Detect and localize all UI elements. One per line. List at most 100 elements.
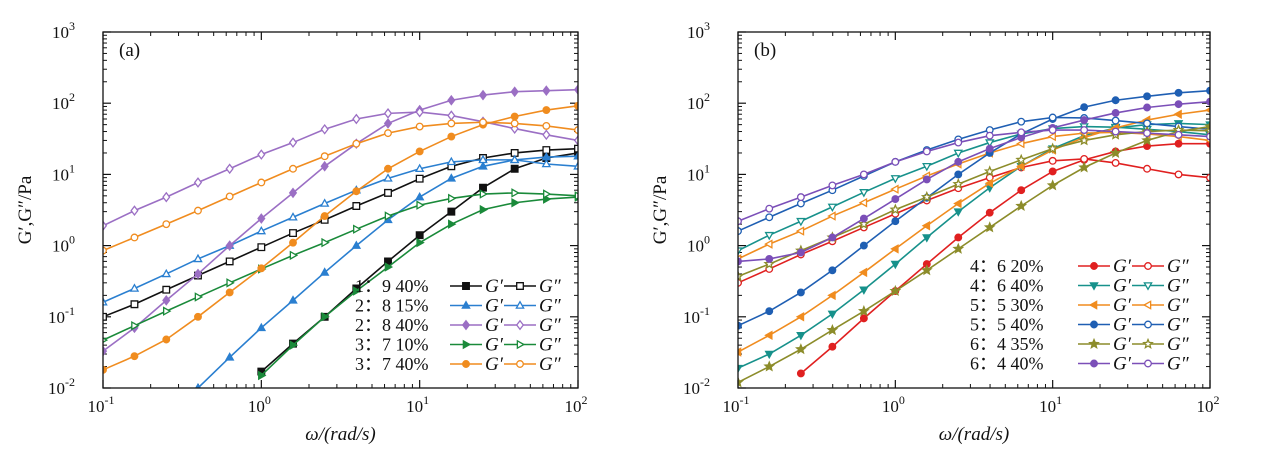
loss-modulus-point [447, 119, 456, 128]
panel-label: (b) [754, 40, 776, 61]
legend-label: 4：6 40% [970, 276, 1044, 296]
loss-modulus-point [1111, 116, 1120, 125]
storage-modulus-point [891, 217, 900, 226]
loss-modulus-point [765, 213, 774, 222]
legend-gp-label: G′ [485, 296, 504, 317]
loss-modulus-point [288, 137, 298, 148]
storage-modulus-point [922, 234, 932, 243]
legend-gp-label: G′ [485, 315, 504, 336]
loss-modulus-point [129, 283, 140, 292]
legend-label: 3：7 40% [355, 354, 429, 374]
storage-modulus-point [859, 286, 869, 295]
loss-modulus-point [828, 181, 837, 190]
loss-modulus-point [920, 190, 933, 203]
loss-modulus-point [764, 239, 773, 249]
loss-modulus-point [384, 129, 392, 138]
y-tick-label: 102 [52, 90, 75, 113]
storage-modulus-point [826, 323, 839, 336]
storage-modulus-point [321, 312, 330, 322]
storage-modulus-point [510, 86, 519, 98]
loss-modulus-point [922, 147, 931, 156]
panel-b: 10-1 100 101 10210-210-1100101102103ω/(rad/… [650, 19, 1220, 445]
loss-modulus-point [103, 297, 108, 306]
storage-modulus-point [162, 295, 171, 306]
storage-modulus-point [859, 314, 868, 323]
x-tick-exponent: 2 [1214, 393, 1220, 407]
loss-modulus-point [983, 165, 996, 177]
storage-modulus-point [1143, 92, 1152, 101]
loss-modulus-point [891, 157, 900, 166]
loss-modulus-point [446, 156, 457, 166]
y-tick-exponent: 3 [69, 19, 75, 33]
legend-gp-label: G′ [1113, 295, 1132, 316]
storage-modulus-point [542, 85, 551, 97]
loss-modulus-point [1204, 124, 1210, 136]
storage-modulus-point [828, 342, 837, 351]
series-line-loss-modulus [738, 158, 1210, 284]
storage-modulus-point [384, 164, 392, 173]
storage-modulus-point [258, 370, 267, 381]
loss-modulus-point [415, 122, 424, 131]
legend-gp-label: G′ [1113, 315, 1132, 336]
y-tick-exponent: 0 [704, 233, 710, 247]
loss-modulus-point [1111, 127, 1120, 136]
y-tick-label: 100 [687, 233, 710, 256]
loss-modulus-point [130, 233, 139, 242]
loss-modulus-point [352, 202, 361, 210]
x-tick-label: 101 [1039, 393, 1062, 416]
storage-modulus-point [257, 264, 266, 273]
x-tick-exponent: -1 [105, 393, 115, 407]
storage-modulus-point [858, 267, 868, 278]
y-tick-exponent: 1 [704, 161, 710, 175]
loss-modulus-point [1047, 131, 1056, 142]
series-line-loss-modulus [738, 129, 1210, 222]
storage-modulus-point [384, 262, 394, 272]
y-tick-exponent: -1 [65, 304, 75, 318]
legend-marker [1090, 359, 1098, 368]
storage-modulus-point [1174, 88, 1183, 97]
storage-modulus-point [738, 376, 744, 388]
ticks [102, 31, 579, 389]
loss-modulus-point [858, 197, 868, 208]
storage-modulus-point [1015, 199, 1028, 211]
loss-modulus-point [103, 312, 107, 321]
series-line-storage-modulus [103, 88, 578, 352]
loss-modulus-point [763, 257, 776, 270]
x-tick-exponent: -1 [740, 393, 750, 407]
storage-modulus-point [351, 240, 362, 249]
storage-modulus-point [954, 157, 963, 166]
storage-modulus-point [921, 221, 931, 231]
storage-modulus-point [256, 322, 267, 332]
loss-modulus-point [352, 113, 361, 125]
loss-modulus-point [859, 170, 868, 179]
y-tick-label: 100 [52, 233, 75, 256]
legend: 4：6 20% G′ G″ 4：6 40% G′ G″ 5：5 30% G′ G″ 5：5 40%… [970, 256, 1190, 375]
loss-modulus-point [415, 174, 424, 183]
legend-marker [461, 319, 471, 331]
loss-modulus-point [1143, 164, 1152, 173]
legend-gp-label: G′ [485, 354, 504, 375]
series-line-loss-modulus [738, 116, 1210, 232]
storage-modulus-point [764, 350, 774, 360]
loss-modulus-point [193, 177, 203, 188]
loss-modulus-point [416, 200, 425, 210]
y-tick-exponent: 2 [704, 90, 710, 104]
storage-modulus-point [953, 198, 962, 209]
panel-a: 10-1 100 101 10210-210-1100101102103ω/(rad/… [15, 19, 588, 445]
loss-modulus-point [162, 285, 171, 294]
legend-gp-label: G′ [1113, 276, 1132, 297]
storage-modulus-point [447, 94, 456, 106]
storage-modulus-point [1111, 96, 1120, 105]
storage-modulus-point [447, 207, 456, 216]
plot-area [103, 84, 578, 388]
x-axis-title: ω/(rad/s) [305, 424, 375, 445]
series-line-storage-modulus [103, 104, 578, 371]
storage-modulus-point [479, 183, 487, 192]
storage-modulus-point [225, 288, 234, 297]
y-tick-exponent: -2 [65, 375, 75, 389]
loss-modulus-point [985, 131, 994, 140]
loss-modulus-point [738, 247, 743, 256]
loss-modulus-point [162, 306, 172, 316]
storage-modulus-point [510, 112, 519, 121]
